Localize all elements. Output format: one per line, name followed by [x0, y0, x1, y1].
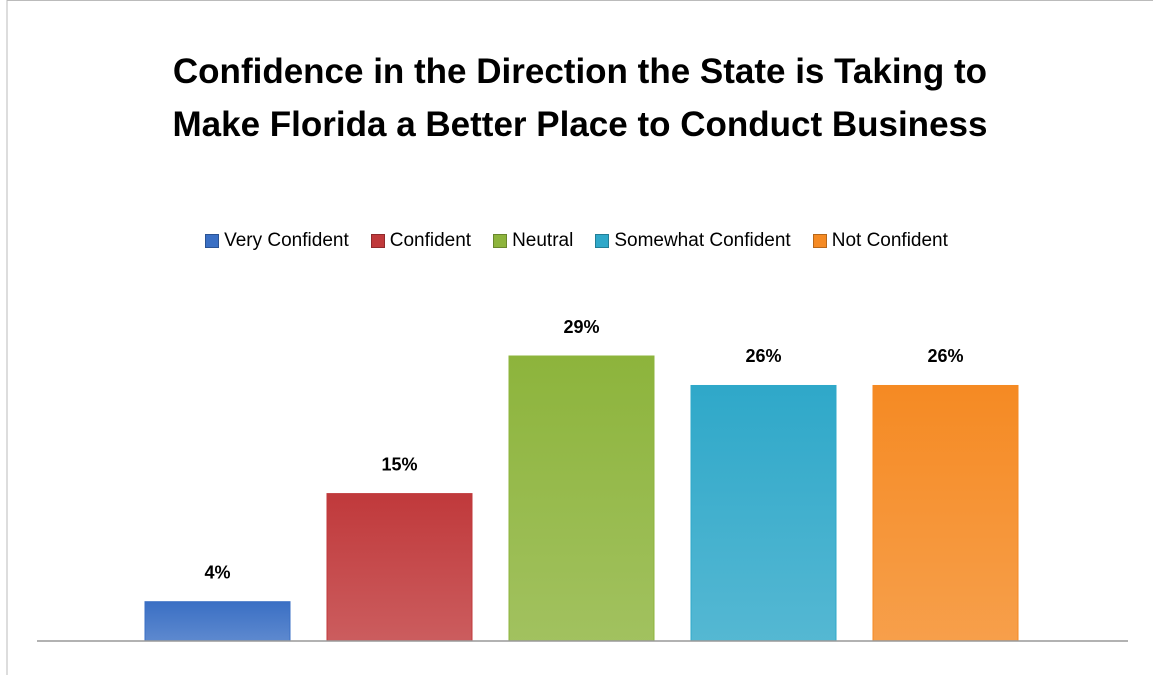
- legend-item: Very Confident: [205, 230, 349, 252]
- bar: [144, 601, 291, 642]
- legend-label: Somewhat Confident: [614, 230, 791, 251]
- legend-item: Neutral: [493, 230, 573, 252]
- bar: [690, 384, 837, 642]
- bar: [508, 355, 655, 642]
- legend-swatch: [205, 234, 220, 248]
- data-label: 26%: [927, 346, 963, 366]
- bar: [872, 384, 1019, 642]
- bar: [326, 493, 473, 642]
- legend-label: Neutral: [512, 230, 574, 251]
- legend: Very Confident Confident Neutral Somewhat C…: [0, 230, 1153, 252]
- chart-title: Confidence in the Direction the State is…: [172, 52, 988, 144]
- legend-label: Very Confident: [224, 230, 349, 251]
- legend-swatch: [812, 234, 827, 248]
- legend-swatch: [595, 234, 610, 248]
- legend-item: Confident: [370, 230, 472, 252]
- legend-swatch: [370, 234, 385, 248]
- legend-label: Not Confident: [831, 230, 948, 251]
- legend-swatch: [493, 234, 508, 248]
- legend-label: Confident: [389, 230, 472, 251]
- data-label: 26%: [745, 346, 781, 366]
- legend-item: Not Confident: [812, 230, 948, 252]
- data-label: 15%: [381, 454, 417, 474]
- data-label: 4%: [204, 562, 230, 582]
- legend-item: Somewhat Confident: [595, 230, 791, 252]
- data-label: 29%: [563, 317, 599, 337]
